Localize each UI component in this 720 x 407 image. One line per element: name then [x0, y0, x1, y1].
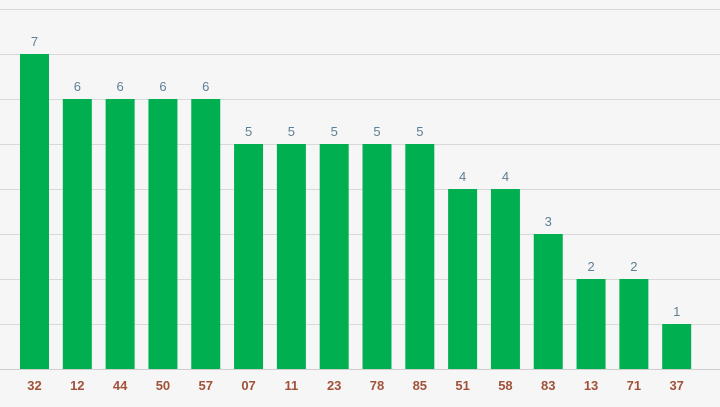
bar-11[interactable]	[276, 144, 306, 369]
bar-83[interactable]	[533, 234, 563, 369]
tick-label-57: 57	[199, 378, 213, 393]
bar-44[interactable]	[105, 99, 135, 369]
tick-label-12: 12	[70, 378, 84, 393]
value-label-32: 7	[31, 34, 38, 49]
bar-23[interactable]	[319, 144, 349, 369]
tick-label-07: 07	[241, 378, 255, 393]
tick-label-58: 58	[498, 378, 512, 393]
bar-50[interactable]	[148, 99, 178, 369]
value-label-83: 3	[545, 214, 552, 229]
value-label-44: 6	[117, 79, 124, 94]
tick-label-83: 83	[541, 378, 555, 393]
bar-57[interactable]	[191, 99, 221, 369]
tick-label-50: 50	[156, 378, 170, 393]
tick-label-32: 32	[27, 378, 41, 393]
bar-51[interactable]	[448, 189, 478, 369]
value-label-11: 5	[288, 124, 295, 139]
value-label-50: 6	[159, 79, 166, 94]
tick-label-85: 85	[413, 378, 427, 393]
tick-label-44: 44	[113, 378, 128, 393]
value-label-23: 5	[331, 124, 338, 139]
tick-label-71: 71	[627, 378, 641, 393]
tick-label-51: 51	[455, 378, 469, 393]
bar-12[interactable]	[62, 99, 92, 369]
bars: 7326126446506575075115235785854514583832…	[20, 34, 692, 393]
tick-label-13: 13	[584, 378, 598, 393]
tick-label-23: 23	[327, 378, 341, 393]
value-label-57: 6	[202, 79, 209, 94]
bar-85[interactable]	[405, 144, 435, 369]
value-label-71: 2	[630, 259, 637, 274]
value-label-07: 5	[245, 124, 252, 139]
tick-label-11: 11	[285, 378, 299, 393]
value-label-78: 5	[373, 124, 380, 139]
value-label-85: 5	[416, 124, 423, 139]
tick-label-78: 78	[370, 378, 384, 393]
value-label-13: 2	[587, 259, 594, 274]
bar-32[interactable]	[20, 54, 49, 369]
value-label-58: 4	[502, 169, 509, 184]
tick-label-37: 37	[669, 378, 683, 393]
value-label-12: 6	[74, 79, 81, 94]
bar-71[interactable]	[619, 279, 649, 369]
bar-13[interactable]	[576, 279, 606, 369]
value-label-51: 4	[459, 169, 466, 184]
value-label-37: 1	[673, 304, 680, 319]
bar-58[interactable]	[490, 189, 520, 369]
bar-37[interactable]	[662, 324, 692, 369]
bar-78[interactable]	[362, 144, 392, 369]
bar-07[interactable]	[234, 144, 264, 369]
